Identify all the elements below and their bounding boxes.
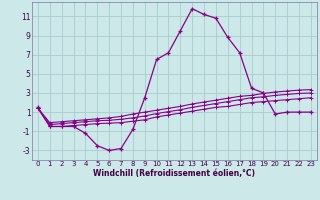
X-axis label: Windchill (Refroidissement éolien,°C): Windchill (Refroidissement éolien,°C): [93, 169, 255, 178]
